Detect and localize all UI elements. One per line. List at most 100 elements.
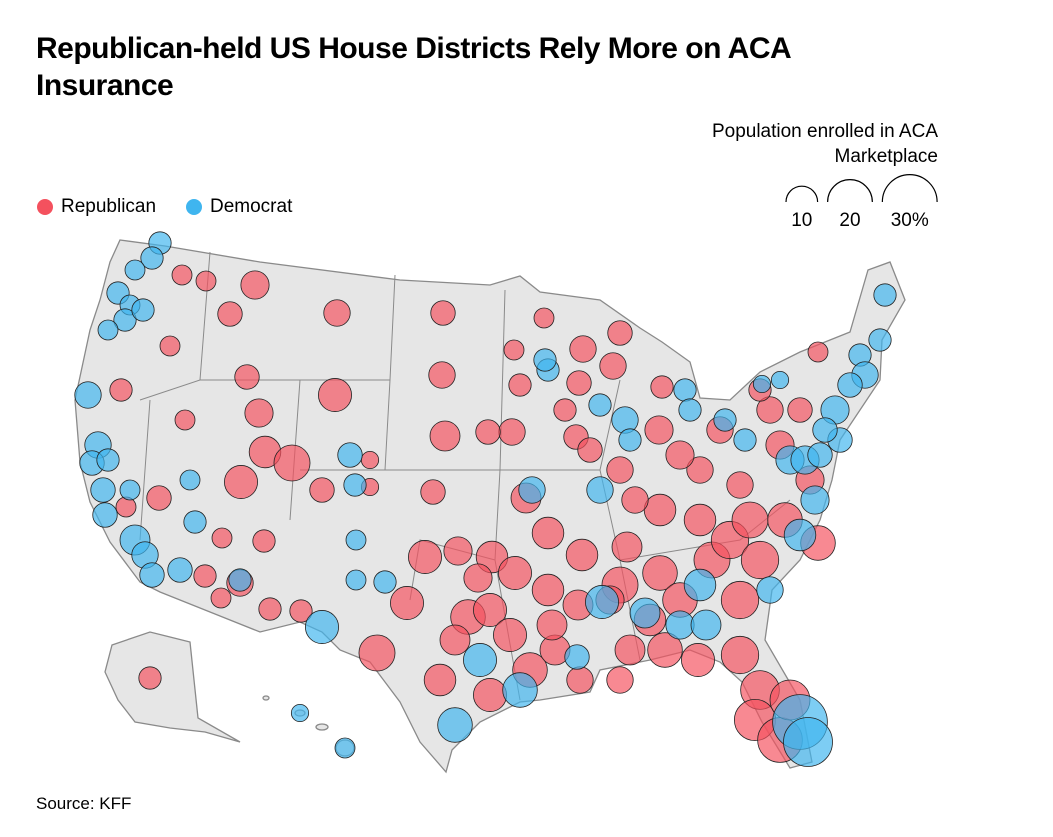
bubbles [74, 231, 897, 767]
size-legend: 10 20 30% [785, 174, 938, 231]
chart-title: Republican-held US House Districts Rely … [36, 32, 791, 102]
bubble [179, 469, 201, 491]
bubble [683, 503, 717, 537]
bubble [437, 707, 473, 743]
bubble [258, 597, 282, 621]
bubble [439, 624, 471, 656]
bubble [211, 527, 233, 549]
bubble [614, 634, 646, 666]
bubble [770, 370, 790, 390]
bubble [686, 456, 714, 484]
bubble [210, 587, 232, 609]
size-label: 30% [891, 210, 929, 231]
bubble [508, 373, 532, 397]
us-outline [74, 239, 906, 774]
bubble [97, 319, 119, 341]
size-arc [881, 174, 938, 203]
bubble [337, 442, 363, 468]
alaska-outline [104, 631, 241, 743]
bubble [345, 529, 367, 551]
bubble [606, 456, 634, 484]
bubble [713, 408, 737, 432]
bubble [731, 501, 769, 539]
bubble [498, 556, 532, 590]
bubble [586, 476, 614, 504]
bubble [90, 477, 116, 503]
legend-swatch [37, 199, 53, 215]
bubble [607, 320, 633, 346]
bubble [217, 301, 243, 327]
bubble [174, 409, 196, 431]
bubble [518, 476, 546, 504]
hawaii-island [315, 723, 329, 731]
bubble [96, 448, 120, 472]
bubble [642, 555, 678, 591]
bubble [463, 563, 493, 593]
bubble [408, 540, 442, 574]
bubble [565, 538, 599, 572]
bubble [360, 450, 380, 470]
bubble [643, 493, 677, 527]
bubble [473, 678, 507, 712]
bubble [752, 374, 772, 394]
bubble [228, 568, 252, 592]
bubble [783, 518, 817, 552]
size-label: 20 [839, 210, 860, 231]
bubble [720, 580, 760, 620]
bubble [240, 270, 270, 300]
bubble [429, 420, 461, 452]
bubble [720, 635, 760, 675]
bubble [473, 593, 507, 627]
bubble [733, 428, 757, 452]
bubble [183, 510, 207, 534]
bubble [585, 585, 619, 619]
bubble [629, 597, 661, 629]
bubble [812, 417, 838, 443]
bubble [503, 339, 525, 361]
bubble [665, 610, 695, 640]
legend-label: Democrat [210, 196, 293, 217]
bubble [807, 442, 833, 468]
bubble [665, 440, 695, 470]
bubble [430, 300, 456, 326]
bubble [650, 375, 674, 399]
bubble [345, 569, 367, 591]
bubble [318, 378, 352, 412]
bubble [463, 643, 497, 677]
bubble [443, 536, 473, 566]
bubble [690, 609, 722, 641]
bubble [323, 299, 351, 327]
hawaii-island [262, 695, 270, 701]
bubble [115, 496, 137, 518]
source-note: Source: KFF [36, 794, 132, 813]
bubble [139, 562, 165, 588]
legend-swatch [186, 199, 202, 215]
bubble [564, 644, 590, 670]
bubble [358, 634, 396, 672]
bubble [536, 609, 568, 641]
size-arc [827, 179, 873, 203]
bubble [618, 428, 642, 452]
bubble [131, 298, 155, 322]
bubble [566, 666, 594, 694]
bubble [678, 398, 702, 422]
bubble [621, 486, 649, 514]
bubble [569, 335, 597, 363]
bubble [787, 397, 813, 423]
bubble [343, 473, 367, 497]
bubble [109, 378, 133, 402]
bubble [252, 529, 276, 553]
bubble [475, 419, 501, 445]
bubble [683, 568, 717, 602]
bubble [234, 364, 260, 390]
bubble [533, 307, 555, 329]
bubble [726, 471, 754, 499]
bubble [334, 737, 356, 759]
size-label: 10 [791, 210, 812, 231]
bubble [193, 564, 217, 588]
bubble [673, 378, 697, 402]
bubble [373, 570, 397, 594]
bubble [599, 352, 627, 380]
